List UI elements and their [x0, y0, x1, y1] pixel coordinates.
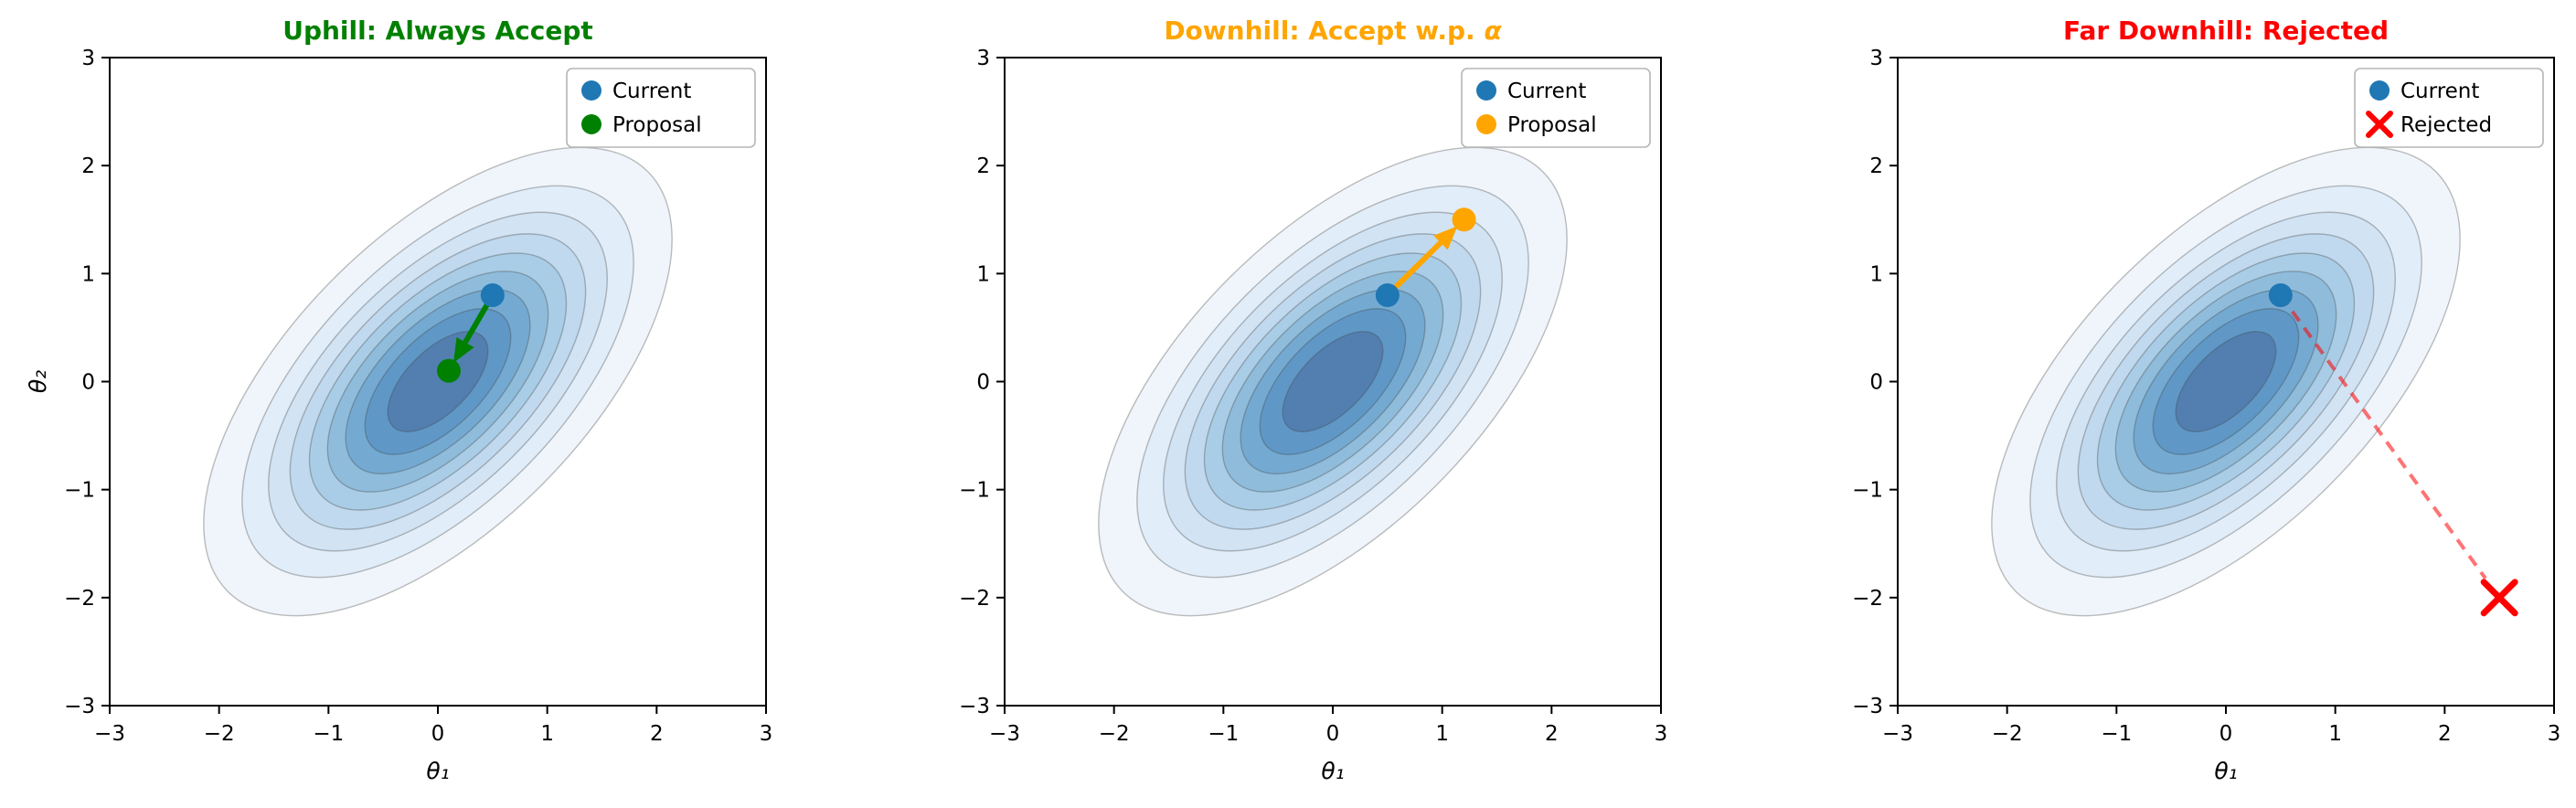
x-tick-label: −2: [1992, 722, 2023, 746]
y-tick-label: −3: [64, 695, 95, 718]
panel-title: Downhill: Accept w.p. α: [1164, 16, 1502, 46]
y-tick-label: 3: [976, 47, 990, 70]
panel-rejected: −3 −2 −1 0 1 2 3 −3 −2 −1 0 1 2 3 θ₁ Far Downhill: Reje…: [1717, 0, 2575, 808]
x-tick-label: 1: [2328, 722, 2342, 746]
y-tick-label: 0: [976, 371, 990, 395]
legend-marker-proposal-icon: [1476, 114, 1496, 134]
legend-label: Rejected: [2400, 113, 2492, 137]
x-axis-label: θ₁: [426, 758, 449, 784]
y-tick-label: 3: [81, 47, 95, 70]
y-tick-label: 0: [81, 371, 95, 395]
legend-label: Current: [1507, 80, 1586, 103]
contour-group: [1991, 146, 2461, 617]
y-tick-label: 1: [81, 262, 95, 286]
y-tick-label: 2: [976, 154, 990, 178]
x-tick-label: 1: [540, 722, 554, 746]
uphill-chart: −3 −2 −1 0 1 2 3 −3 −2 −1 0 1 2 3 θ₁ θ₂ Uphill: Always A…: [25, 16, 773, 784]
y-tick-label: −1: [64, 479, 95, 503]
y-tick-label: 1: [976, 262, 990, 286]
y-tick-label: −1: [959, 479, 990, 503]
y-tick-label: −2: [1852, 587, 1883, 611]
y-tick-label: −2: [64, 587, 95, 611]
x-tick-label: 3: [2548, 722, 2561, 746]
proposal-arrow-head: [1433, 226, 1458, 250]
contour-level-8: [1282, 331, 1384, 432]
x-tick-label: −3: [94, 722, 125, 746]
x-axis-label: θ₁: [2214, 758, 2237, 784]
legend-marker-rejected-icon: [2366, 111, 2393, 138]
proposal-arrow-shaft: [1385, 240, 1443, 298]
legend-box: [566, 68, 756, 148]
y-tick-label: 1: [1869, 262, 1883, 286]
current-point: [1375, 282, 1400, 307]
panel-title: Far Downhill: Rejected: [2063, 16, 2389, 46]
x-tick-label: −3: [989, 722, 1020, 746]
x-tick-label: 0: [1326, 722, 1340, 746]
x-tick-label: −1: [2101, 722, 2132, 746]
x-tick-label: 1: [1435, 722, 1449, 746]
x-tick-label: 3: [760, 722, 773, 746]
current-point: [480, 282, 505, 307]
legend-marker-proposal-icon: [581, 114, 601, 134]
x-tick-label: 2: [650, 722, 664, 746]
x-tick-label: 2: [1545, 722, 1559, 746]
contour-group: [203, 146, 673, 617]
x-tick-label: −1: [313, 722, 344, 746]
x-axis-label: θ₁: [1321, 758, 1344, 784]
x-tick-label: 3: [1655, 722, 1668, 746]
legend-marker-current-icon: [2369, 80, 2390, 101]
y-tick-label: −1: [1852, 479, 1883, 503]
panel-downhill: −3 −2 −1 0 1 2 3 −3 −2 −1 0 1 2 3 θ₁ Downhill: Accept w…: [858, 0, 1717, 808]
rejected-x-marker: [2480, 579, 2518, 617]
proposal-arrow-head: [452, 337, 474, 364]
proposal-point: [1452, 207, 1476, 232]
contour-level-8: [387, 331, 489, 432]
y-tick-label: −2: [959, 587, 990, 611]
legend-label: Current: [612, 80, 691, 103]
y-tick-label: 2: [81, 154, 95, 178]
proposal-point: [436, 358, 461, 383]
contour-level-8: [2175, 331, 2277, 432]
y-tick-label: 2: [1869, 154, 1883, 178]
x-tick-label: 2: [2438, 722, 2452, 746]
y-tick-label: 0: [1869, 371, 1883, 395]
legend-marker-current-icon: [581, 80, 601, 101]
x-tick-label: 0: [2219, 722, 2233, 746]
legend-label: Current: [2400, 80, 2479, 103]
rejected-path-line: [2279, 293, 2487, 579]
y-tick-label: −3: [959, 695, 990, 718]
x-tick-label: −2: [1099, 722, 1130, 746]
current-point: [2268, 282, 2293, 307]
legend-box: [1461, 68, 1651, 148]
x-tick-label: −2: [204, 722, 235, 746]
downhill-chart: −3 −2 −1 0 1 2 3 −3 −2 −1 0 1 2 3 θ₁ Downhill: Accept w…: [959, 16, 1668, 784]
panel-title: Uphill: Always Accept: [282, 16, 593, 46]
x-tick-label: 0: [431, 722, 445, 746]
x-tick-label: −3: [1882, 722, 1913, 746]
x-tick-label: −1: [1208, 722, 1239, 746]
y-tick-label: −3: [1852, 695, 1883, 718]
y-tick-label: 3: [1869, 47, 1883, 70]
legend-marker-current-icon: [1476, 80, 1496, 101]
legend-label: Proposal: [1507, 113, 1597, 137]
y-axis-label: θ₂: [25, 370, 51, 393]
panel-uphill: −3 −2 −1 0 1 2 3 −3 −2 −1 0 1 2 3 θ₁ θ₂ Uphill: Always A…: [0, 0, 858, 808]
contour-group: [1098, 146, 1568, 617]
rejected-chart: −3 −2 −1 0 1 2 3 −3 −2 −1 0 1 2 3 θ₁ Far Downhill: Reje…: [1852, 16, 2561, 784]
legend-label: Proposal: [612, 113, 702, 137]
legend-box: [2354, 68, 2544, 148]
